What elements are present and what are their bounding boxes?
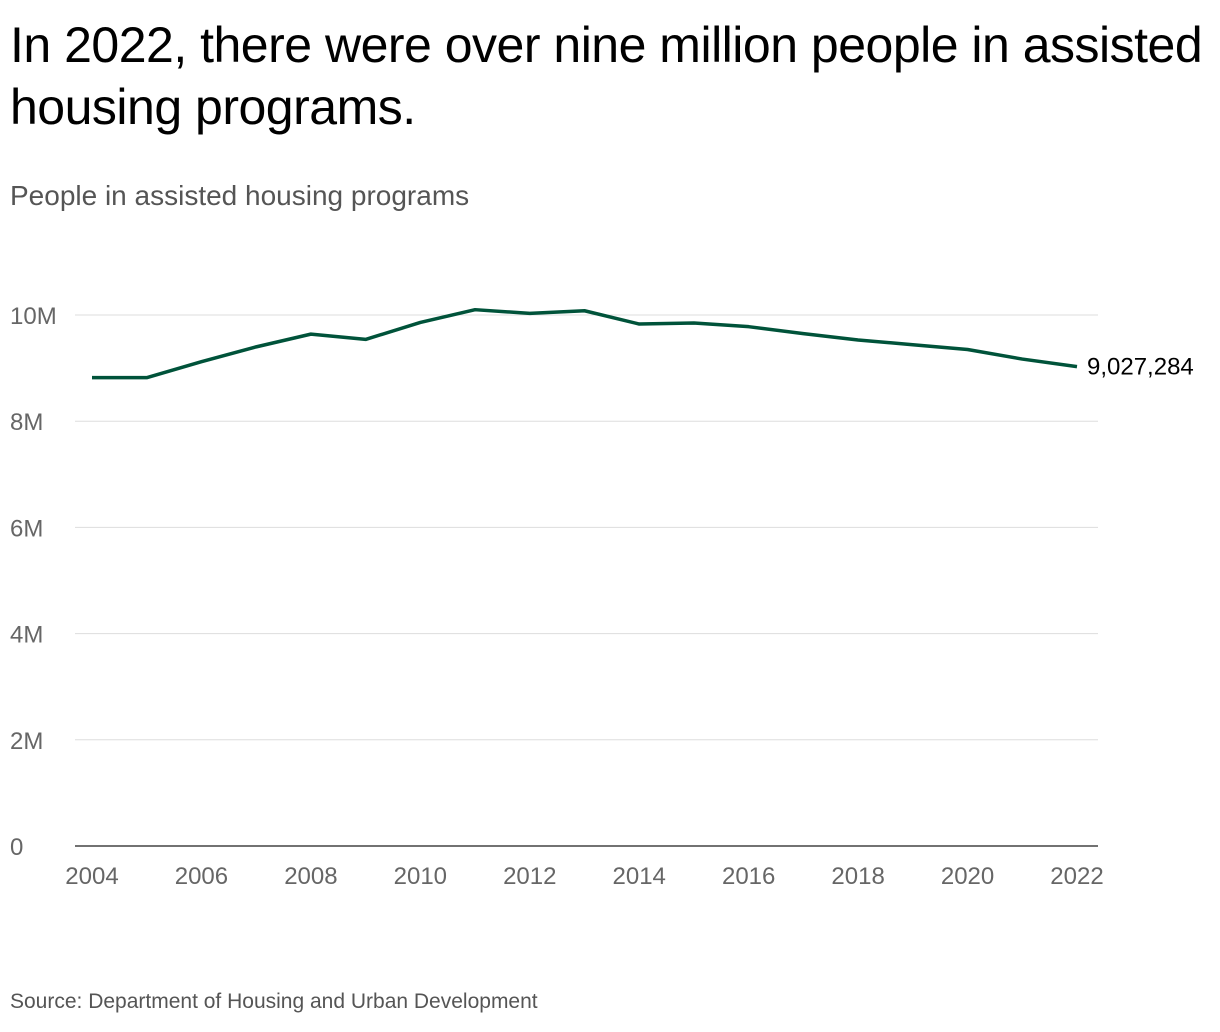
x-tick-label: 2018 — [831, 863, 884, 890]
x-tick-label: 2016 — [722, 863, 775, 890]
chart-title: In 2022, there were over nine million pe… — [10, 17, 1203, 135]
series-line — [92, 307, 1078, 380]
y-tick-label: 8M — [10, 409, 43, 436]
end-value-label: 9,027,284 — [1087, 354, 1194, 381]
x-tick-label: 2022 — [1050, 863, 1103, 890]
x-tick-label: 2008 — [284, 863, 337, 890]
x-tick-label: 2020 — [941, 863, 994, 890]
y-tick-label: 6M — [10, 515, 43, 542]
x-tick-label: 2012 — [503, 863, 556, 890]
chart-subtitle: People in assisted housing programs — [10, 180, 470, 211]
y-tick-label: 4M — [10, 622, 43, 649]
y-tick-label: 10M — [10, 303, 57, 330]
x-tick-label: 2014 — [613, 863, 666, 890]
x-tick-label: 2010 — [394, 863, 447, 890]
y-tick-label: 0 — [10, 834, 23, 861]
y-tick-label: 2M — [10, 728, 43, 755]
source-note: Source: Department of Housing and Urban … — [10, 990, 538, 1013]
x-tick-label: 2004 — [65, 863, 118, 890]
x-tick-label: 2006 — [175, 863, 228, 890]
